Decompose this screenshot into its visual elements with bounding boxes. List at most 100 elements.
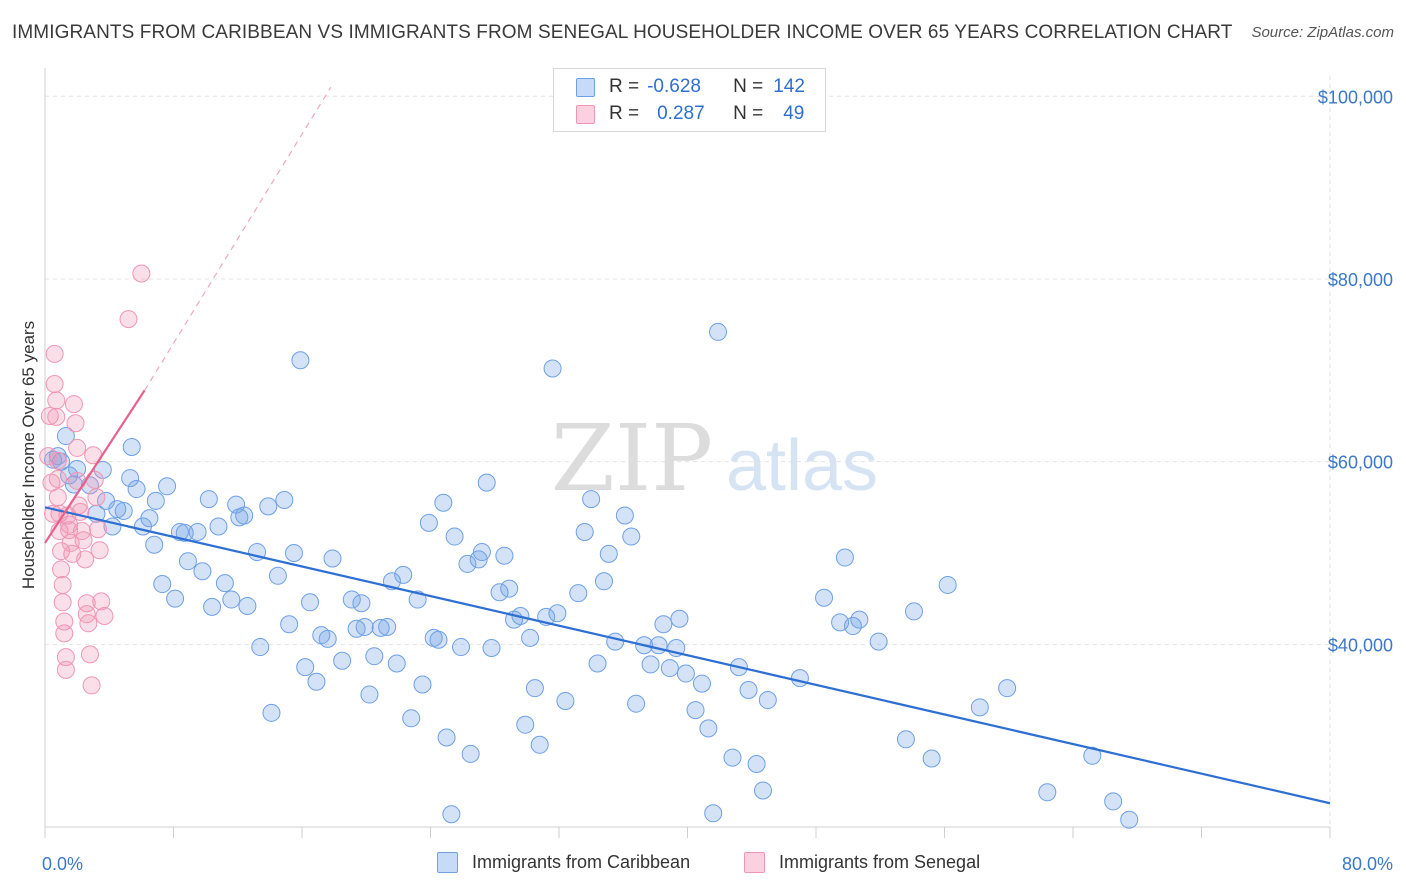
caribbean-point (291, 351, 310, 370)
legend-r-label: R = (609, 76, 640, 97)
senegal-point (82, 676, 101, 695)
senegal-point (79, 614, 98, 633)
bottom-legend-caribbean: Immigrants from Caribbean (437, 852, 690, 873)
caribbean-point (378, 617, 397, 636)
caribbean-point (477, 473, 496, 492)
caribbean-point (318, 629, 337, 648)
caribbean-point (413, 675, 432, 694)
bottom-legend-label-caribbean: Immigrants from Caribbean (472, 852, 691, 872)
caribbean-point (627, 694, 646, 713)
senegal-point (77, 594, 96, 613)
caribbean-point (1104, 792, 1123, 811)
caribbean-point (704, 804, 723, 823)
caribbean-point (48, 447, 67, 466)
senegal-point (72, 522, 91, 541)
caribbean-point (429, 630, 448, 649)
senegal-point (92, 592, 111, 611)
caribbean-point (500, 579, 519, 598)
caribbean-trend-line (44, 506, 1331, 805)
caribbean-point (599, 544, 618, 563)
caribbean-point (843, 617, 862, 636)
caribbean-point (193, 562, 212, 581)
caribbean-point (495, 546, 514, 565)
caribbean-point (686, 701, 705, 720)
caribbean-point (251, 638, 270, 657)
senegal-point (68, 438, 87, 457)
caribbean-point (904, 602, 923, 621)
caribbean-point (222, 590, 241, 609)
caribbean-point (284, 543, 303, 562)
caribbean-point (660, 659, 679, 678)
caribbean-point (178, 552, 197, 571)
senegal-point (90, 541, 109, 560)
caribbean-point (709, 322, 728, 341)
watermark-zip: ZIP (551, 405, 713, 512)
caribbean-point (747, 754, 766, 773)
caribbean-point (835, 548, 854, 567)
senegal-point (80, 645, 99, 664)
trend-lines (44, 86, 1331, 805)
senegal-point (48, 469, 67, 488)
caribbean-point (482, 638, 501, 657)
caribbean-point (530, 735, 549, 754)
caribbean-point (56, 427, 75, 446)
caribbean-point (333, 651, 352, 670)
caribbean-point (452, 638, 471, 657)
caribbean-point (307, 672, 326, 691)
caribbean-point (548, 604, 567, 623)
senegal-point (52, 560, 71, 579)
axes (44, 68, 1331, 838)
senegal-trend-extension (144, 86, 332, 391)
caribbean-point (175, 523, 194, 542)
senegal-point (40, 406, 59, 425)
caribbean-point (922, 749, 941, 768)
caribbean-point (869, 632, 888, 651)
caribbean-point (259, 497, 278, 516)
senegal-point (68, 471, 87, 490)
caribbean-point (490, 583, 509, 602)
caribbean-point (387, 654, 406, 673)
caribbean-point (649, 636, 668, 655)
caribbean-point (262, 703, 281, 722)
caribbean-point (296, 658, 315, 677)
caribbean-point (352, 594, 371, 613)
caribbean-point (569, 584, 588, 603)
caribbean-point (758, 691, 777, 710)
caribbean-point (445, 527, 464, 546)
caribbean-point (437, 728, 456, 747)
senegal-point (45, 344, 64, 363)
tick-labels: $40,000 $60,000 $80,000 $100,000 0.0% 80.0% (42, 87, 1393, 874)
caribbean-point (676, 664, 695, 683)
caribbean-point (521, 628, 540, 647)
senegal-point (56, 660, 75, 679)
bottom-legend-label-senegal: Immigrants from Senegal (779, 852, 981, 872)
bottom-legend-senegal: Immigrants from Senegal (744, 852, 980, 873)
caribbean-point (280, 615, 299, 634)
caribbean-point (122, 438, 141, 457)
caribbean-point (121, 469, 140, 488)
caribbean-point (622, 527, 641, 546)
caribbean-point (615, 506, 634, 525)
y-tick-label: $80,000 (1328, 270, 1393, 290)
caribbean-point (360, 685, 379, 704)
caribbean-point (323, 549, 342, 568)
legend-r-label: R = (609, 103, 640, 124)
caribbean-point (525, 679, 544, 698)
senegal-point (47, 407, 66, 426)
series-caribbean (44, 322, 1139, 829)
legend-row-senegal: R = 0.287 N = 49 (576, 101, 804, 127)
caribbean-point (739, 680, 758, 699)
caribbean-point (188, 522, 207, 541)
caribbean-point (970, 698, 989, 717)
caribbean-point (268, 566, 287, 585)
series-senegal (39, 264, 151, 695)
senegal-point (39, 447, 58, 466)
caribbean-point (146, 491, 165, 510)
caribbean-point (434, 493, 453, 512)
caribbean-point (753, 781, 772, 800)
caribbean-point (692, 674, 711, 693)
bottom-legend-swatch-senegal (744, 852, 765, 873)
caribbean-point (670, 609, 689, 628)
y-axis-title: Householder Income Over 65 years (19, 321, 38, 589)
legend-swatch-senegal (576, 104, 595, 124)
